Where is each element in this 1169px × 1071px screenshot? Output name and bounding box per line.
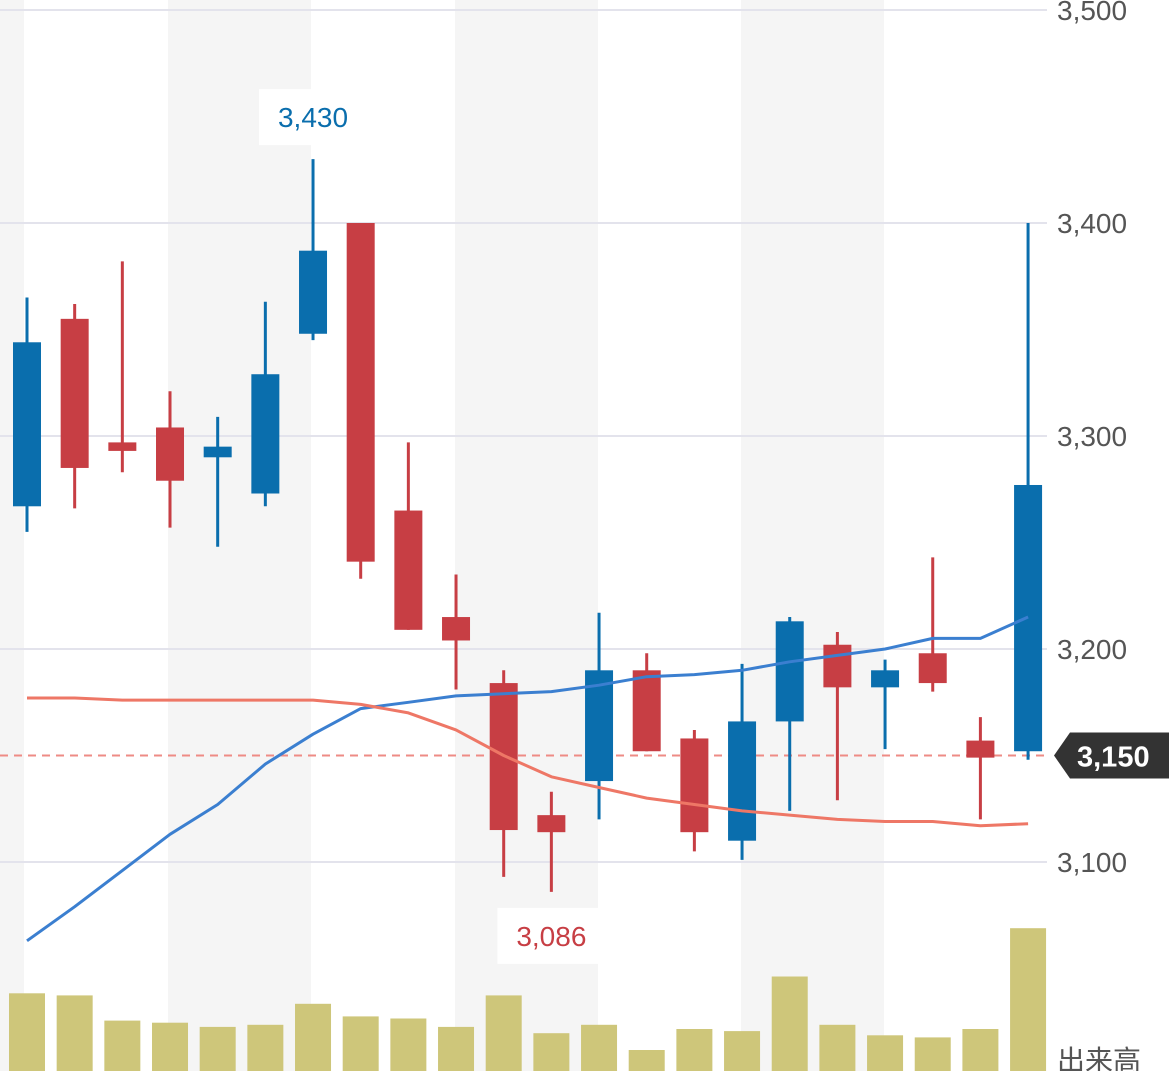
volume-axis-label: 出来高 [1057,1045,1141,1071]
volume-bar [56,995,93,1071]
current-price-label: 3,150 [1077,742,1150,774]
current-price-tag-shape [1054,732,1169,779]
marker-background [259,89,368,146]
candle-down [156,391,185,528]
candle-down [346,223,375,579]
candle-body [394,510,423,630]
candle-down [394,442,423,630]
candle-body [442,617,471,641]
volume-bar [438,1026,475,1071]
candle-body [156,427,185,481]
y-axis-labels: 3,100 3,200 3,300 3,400 3,500 出来高 [1057,0,1141,1071]
volume-bar [342,1016,379,1071]
candle-body [680,738,709,833]
current-price-tag: 3,150 [1054,732,1169,779]
volume-bar [914,1037,951,1071]
candle-down [632,653,661,752]
volume-bar [533,1033,570,1071]
volume-bar [1010,928,1047,1071]
candle-down [918,557,947,692]
background-stripe [0,0,24,1071]
moving-average-line [26,615,1029,943]
candle-body [775,621,804,722]
candle-down [108,261,137,473]
candle-down [680,729,709,852]
high-price-label: 3,430 [278,102,348,133]
y-tick-label: 3,200 [1057,634,1127,665]
low-price-label: 3,086 [516,921,586,952]
candle-up [1014,223,1043,760]
y-tick-label: 3,400 [1057,208,1127,239]
candle-body [823,644,852,688]
y-tick-label: 3,300 [1057,421,1127,452]
candle-body [537,815,566,833]
candle-body [966,740,995,758]
candle-body [632,670,661,752]
candle-down [60,303,89,509]
candle-up [251,301,280,507]
candle-body [299,250,328,334]
candle-up [299,159,328,341]
candles [13,159,1043,892]
marker-background [497,907,606,964]
candle-up [775,617,804,811]
volume-bar [247,1024,284,1071]
moving-average-line [27,696,1029,828]
volume-bar [485,995,522,1071]
candle-up [13,297,41,532]
candle-up [203,416,232,547]
candle-body [13,342,41,507]
candle-body [346,223,375,562]
candle-up [585,612,614,820]
volume-bar [9,993,45,1071]
volume-bar [962,1029,999,1071]
background-stripe [168,0,311,1071]
candle-body [871,670,900,688]
background-stripe [455,0,598,1071]
y-tick-label: 3,500 [1057,0,1127,26]
volume-bar [676,1029,713,1071]
volume-bar [819,1024,856,1071]
volume-bar [581,1024,618,1071]
volume-bars [9,928,1047,1071]
candle-up [728,663,757,860]
candle-body [585,670,614,782]
candle-body [203,446,232,458]
candle-down [966,717,995,820]
candle-body [60,318,89,468]
volume-bar [771,976,808,1071]
candle-down [442,574,471,690]
background-stripe [741,0,884,1071]
y-tick-label: 3,100 [1057,847,1127,878]
volume-bar [104,1020,141,1071]
candle-down [537,791,566,892]
volume-bar [295,1003,332,1071]
candle-body [918,653,947,684]
volume-bar [867,1035,904,1071]
candle-up [871,659,900,750]
candle-body [728,721,757,841]
candle-body [251,374,280,494]
volume-bar [724,1031,761,1071]
volume-bar [390,1018,427,1071]
volume-bar [628,1050,665,1071]
moving-average-lines [26,615,1029,943]
extreme-markers: 3,430 3,086 [259,89,606,964]
background-stripes [0,0,884,1071]
candle-body [108,442,137,451]
candle-down [823,631,852,801]
volume-bar [199,1026,236,1071]
volume-bar [152,1022,189,1071]
